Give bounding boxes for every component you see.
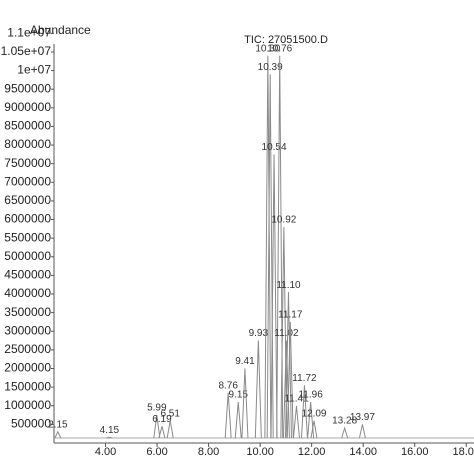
peak (358, 424, 366, 439)
peak (234, 401, 242, 439)
peak-label: 10.30 (255, 43, 280, 54)
peak-label: 11.96 (298, 390, 323, 401)
peak (153, 415, 161, 439)
peak (284, 292, 292, 439)
peak-label: 6.19 (152, 414, 172, 425)
y-tick-label: 7000000 (4, 174, 51, 188)
x-tick-label: 18.00 (453, 446, 474, 458)
x-tick-label: 10.00 (246, 446, 274, 458)
y-tick-label: 5000000 (4, 249, 51, 263)
peak-label: 5.99 (147, 403, 167, 414)
peak (106, 436, 113, 439)
peak (241, 368, 249, 439)
y-tick-label: 1.05e+07 (1, 44, 52, 58)
peak-label: 13.97 (350, 412, 375, 423)
peak (276, 55, 284, 439)
x-tick-label: 8.00 (198, 446, 219, 458)
peak (264, 55, 272, 439)
peak (286, 321, 294, 439)
peak-label: 6.51 (160, 408, 180, 419)
y-tick-label: 9500000 (4, 81, 51, 95)
chart-title: TIC: 27051500.D (244, 34, 328, 46)
peak-label: 8.76 (218, 380, 238, 391)
x-tick-label: 12.00 (298, 446, 326, 458)
y-tick-label: 6500000 (4, 193, 51, 207)
x-tick-label: 16.00 (401, 446, 429, 458)
peak-label: 4.15 (100, 425, 120, 436)
y-tick-label: 8500000 (4, 119, 51, 133)
y-tick-label: 9000000 (4, 100, 51, 114)
y-tick-label: 2500000 (4, 342, 51, 356)
peak-label: 13.28 (332, 416, 357, 427)
y-tick-label: 4000000 (4, 286, 51, 300)
x-tick-label: 14.00 (349, 446, 377, 458)
peak-label: 10.54 (262, 142, 287, 153)
peak-label: 12.09 (301, 408, 326, 419)
peak (310, 420, 318, 439)
peak-label: 11.10 (276, 280, 301, 291)
peak-label: 10.39 (258, 62, 283, 73)
y-tick-label: 6000000 (4, 212, 51, 226)
peak (292, 405, 300, 439)
peak (166, 420, 174, 439)
y-tick-label: 1.1e+07 (7, 25, 51, 39)
x-tick-label: 4.00 (95, 446, 116, 458)
y-tick-label: 1500000 (4, 379, 51, 393)
peak-label: 11.41 (284, 393, 309, 404)
peak-label: 11.72 (292, 373, 317, 384)
y-tick-label: 500000 (11, 417, 51, 431)
y-tick-label: 1000000 (4, 398, 51, 412)
y-tick-label: 4500000 (4, 268, 51, 282)
peak-label: 9.41 (235, 356, 255, 367)
peak (254, 340, 262, 439)
y-tick-label: 8000000 (4, 137, 51, 151)
peak-label: 11.17 (278, 310, 303, 321)
peak-label: 10.92 (271, 215, 296, 226)
peak-label: 10.76 (267, 43, 292, 54)
y-tick-label: 3500000 (4, 305, 51, 319)
peak (224, 392, 232, 439)
peak-label: 9.15 (228, 390, 248, 401)
y-tick-label: 2000000 (4, 361, 51, 375)
peak-label: 2.15 (48, 419, 68, 430)
peak (54, 430, 62, 439)
peak (158, 426, 166, 439)
y-tick-label: 1e+07 (17, 63, 51, 77)
y-tick-label: 7500000 (4, 156, 51, 170)
peak (300, 385, 308, 439)
peak-label: 9.93 (249, 328, 269, 339)
peak (341, 426, 349, 439)
y-tick-label: 3000000 (4, 323, 51, 337)
peak-label: 11.02 (274, 328, 299, 339)
y-axis-label: Abundance (30, 23, 91, 37)
y-tick-label: 5500000 (4, 230, 51, 244)
peak (270, 154, 278, 439)
x-tick-label: 6.00 (146, 446, 167, 458)
